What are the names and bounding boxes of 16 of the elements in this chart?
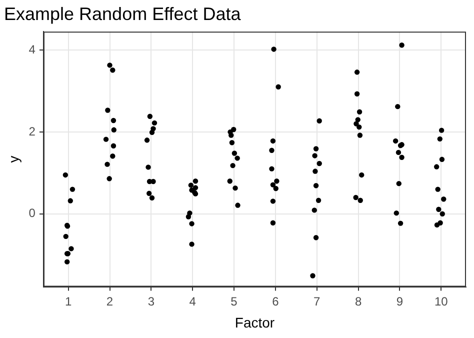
y-tick-label: 2: [28, 124, 36, 138]
x-tick-label: 3: [148, 294, 155, 308]
x-tick-label: 7: [314, 294, 321, 308]
y-tick-label: 0: [28, 206, 36, 220]
x-axis-title: Factor: [234, 314, 275, 330]
x-tick-label: 5: [230, 294, 238, 308]
x-tick-label: 2: [106, 294, 114, 308]
y-axis-title: y: [5, 156, 22, 163]
y-tick-label: 4: [28, 42, 36, 56]
x-tick-label: 9: [396, 294, 404, 308]
x-tick-label: 6: [272, 294, 280, 308]
chart-title: Example Random Effect Data: [4, 4, 242, 24]
x-tick-label: 8: [354, 294, 362, 308]
x-tick-label: 10: [434, 294, 448, 308]
x-tick-label: 1: [64, 294, 72, 308]
x-tick-label: 4: [189, 294, 196, 308]
